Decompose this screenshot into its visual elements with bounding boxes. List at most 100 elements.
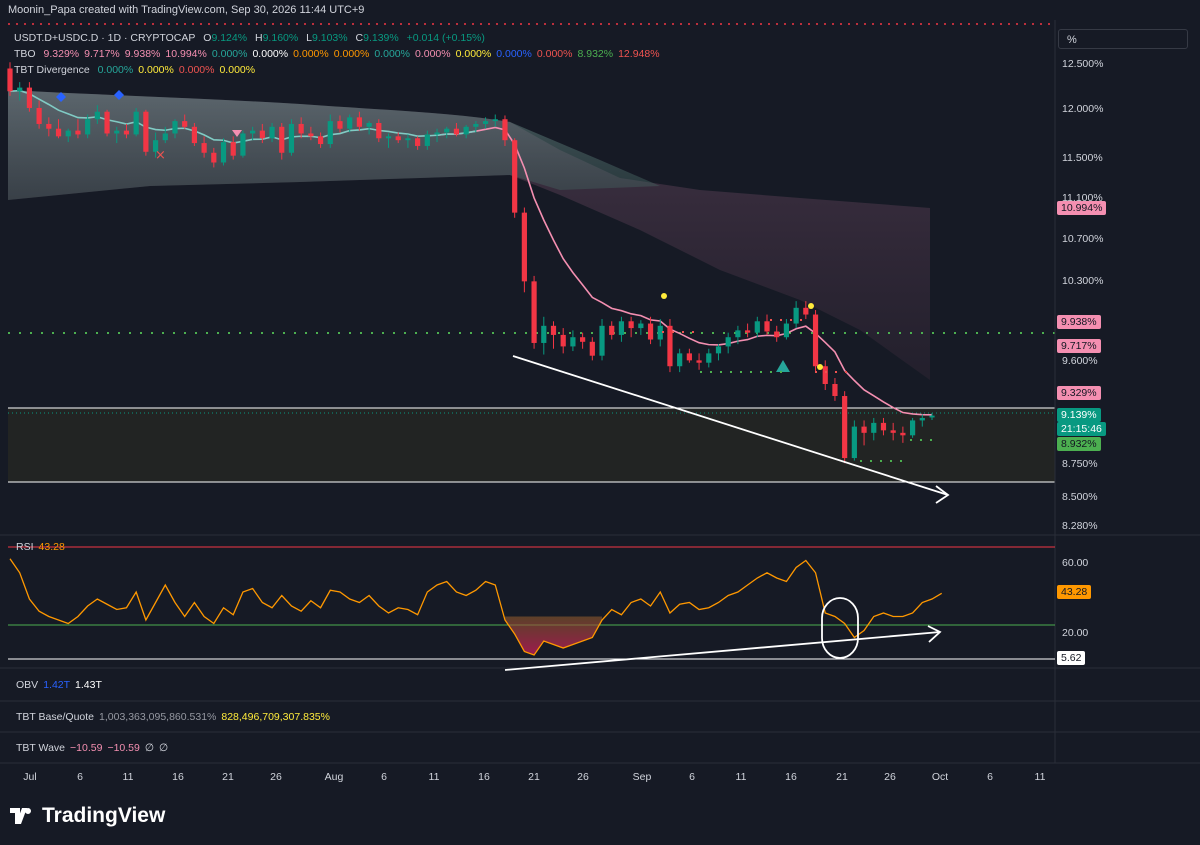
price-tag: 10.994%: [1057, 201, 1107, 215]
candle-body: [327, 121, 333, 145]
wave-label[interactable]: TBT Wave: [16, 742, 66, 754]
candle-body: [929, 415, 935, 418]
candle-body: [706, 353, 712, 363]
legend-value: 12.948%: [618, 48, 660, 60]
candle-body: [667, 325, 673, 367]
legend-value: 9.717%: [84, 48, 120, 60]
wave-value-3: ∅: [144, 742, 155, 754]
price-tag: 9.139%: [1057, 408, 1101, 422]
legend-value: 0.000%: [211, 48, 248, 60]
rsi-label[interactable]: RSI: [16, 541, 34, 553]
price-tick: 8.280%: [1062, 520, 1098, 532]
legend-value: 0.000%: [414, 48, 451, 60]
candle-body: [560, 334, 566, 347]
time-tick: 11: [735, 771, 747, 783]
time-tick: 16: [478, 771, 490, 783]
candle-body: [482, 121, 489, 124]
candle-body: [94, 111, 100, 120]
brand-name: TradingView: [42, 804, 166, 827]
time-tick: Aug: [324, 771, 344, 783]
price-tick: 11.500%: [1062, 152, 1103, 164]
tbo-cloud-bullish: [8, 90, 660, 200]
legend-value: 0.000%: [333, 48, 370, 60]
yellow-dot-marker: [817, 364, 823, 370]
candle-body: [609, 325, 615, 335]
candle-body: [395, 136, 401, 141]
legend-value: 0.000%: [252, 48, 289, 60]
rsi-highlight-ellipse: [821, 597, 859, 659]
time-tick: 26: [270, 771, 282, 783]
time-tick: 6: [77, 771, 83, 783]
candle-body: [570, 337, 576, 347]
base-quote-legend[interactable]: TBT Base/Quote 1,003,363,095,860.531% 828,…: [16, 711, 335, 723]
candle-body: [444, 128, 450, 133]
obv-label[interactable]: OBV: [16, 679, 39, 691]
candle-body: [405, 138, 411, 141]
candle-body: [696, 360, 702, 363]
symbol-legend[interactable]: USDT.D+USDC.D · 1D · CRYPTOCAP O9.124% H…: [14, 32, 490, 44]
candle-body: [822, 366, 828, 385]
legend-value: 0.000%: [178, 64, 215, 76]
tbo-legend[interactable]: TBO 9.329% 9.717% 9.938% 10.994% 0.000% 0.000…: [14, 48, 670, 60]
rsi-oversold-fill: [504, 616, 603, 655]
symbol-name[interactable]: USDT.D+USDC.D · 1D · CRYPTOCAP: [14, 32, 196, 44]
legend-value: 0.000%: [536, 48, 573, 60]
candle-body: [812, 314, 819, 367]
red-cross-marker: ×: [155, 148, 166, 163]
divergence-legend[interactable]: TBT Divergence 0.000% 0.000% 0.000% 0.000%: [14, 64, 265, 76]
candle-body: [172, 121, 178, 134]
legend-value: 8.932%: [577, 48, 614, 60]
pink-triangle-marker: [232, 130, 242, 137]
candle-body: [735, 330, 741, 338]
candle-body: [521, 212, 527, 282]
green-triangle-marker: [776, 360, 790, 372]
obv-legend[interactable]: OBV 1.42T 1.43T: [16, 679, 107, 691]
time-tick: 21: [836, 771, 848, 783]
legend-value: 0.000%: [374, 48, 410, 60]
candles-group: [7, 62, 935, 464]
time-tick: 21: [222, 771, 234, 783]
candle-body: [638, 323, 644, 329]
candle-body: [46, 123, 52, 129]
wave-legend[interactable]: TBT Wave −10.59 −10.59 ∅ ∅: [16, 742, 173, 754]
chart-canvas[interactable]: ×: [0, 0, 1200, 790]
rsi-value-tag: 43.28: [1057, 585, 1092, 599]
base-quote-label[interactable]: TBT Base/Quote: [16, 711, 95, 723]
candle-body: [211, 152, 217, 163]
price-tick: 8.750%: [1062, 458, 1098, 470]
price-tag: 9.717%: [1057, 339, 1101, 353]
tbo-values: 9.329% 9.717% 9.938% 10.994% 0.000% 0.000% 0.0…: [44, 48, 665, 60]
base-quote-value-2: 828,496,709,307.835%: [221, 711, 330, 723]
candle-body: [366, 123, 372, 127]
tbo-label[interactable]: TBO: [14, 48, 36, 60]
rsi-tick: 60.00: [1062, 557, 1089, 569]
candle-body: [764, 321, 770, 332]
candle-body: [36, 107, 42, 124]
divergence-label[interactable]: TBT Divergence: [14, 64, 90, 76]
wave-value-4: ∅: [159, 742, 169, 754]
candle-body: [871, 422, 877, 433]
candle-body: [880, 422, 887, 431]
candle-body: [550, 325, 557, 335]
chart-author-header: Moonin_Papa created with TradingView.com…: [8, 4, 365, 16]
candle-body: [104, 111, 110, 134]
rsi-trendline-arrow: [927, 625, 942, 643]
price-trendline: [512, 355, 949, 496]
candle-body: [832, 384, 838, 397]
axis-unit-button[interactable]: %: [1058, 29, 1188, 49]
rsi-min-tag: 5.62: [1057, 651, 1086, 665]
candle-body: [17, 87, 23, 92]
candle-body: [85, 119, 91, 135]
time-tick: Sep: [632, 771, 652, 783]
candle-body: [133, 111, 139, 135]
rsi-legend[interactable]: RSI 43.28: [16, 541, 70, 553]
legend-value: 0.000%: [97, 64, 134, 76]
candle-body: [647, 323, 654, 340]
time-tick: 26: [577, 771, 589, 783]
time-tick: 6: [381, 771, 387, 783]
candle-body: [463, 126, 469, 135]
candle-body: [599, 325, 605, 356]
time-tick: Oct: [931, 771, 949, 783]
candle-body: [415, 138, 421, 146]
price-tick: 8.500%: [1062, 491, 1098, 503]
